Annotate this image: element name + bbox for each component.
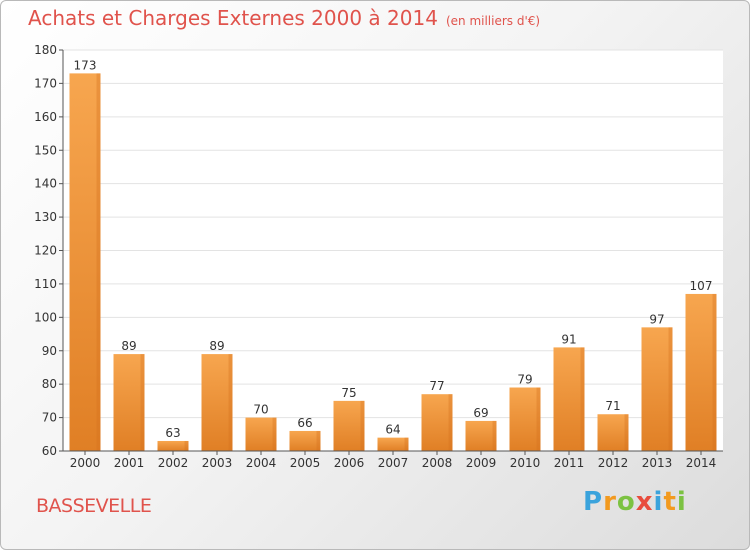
x-tick-label-2002: 2002 — [158, 456, 189, 470]
value-label-2006: 75 — [341, 386, 356, 400]
chart-title: Achats et Charges Externes 2000 à 2014 — [28, 6, 438, 30]
bar-2007 — [377, 437, 409, 451]
chart-title-group: Achats et Charges Externes 2000 à 2014 (e… — [28, 6, 540, 30]
bar-shade — [140, 354, 145, 451]
value-label-2004: 70 — [253, 403, 268, 417]
bar-2013 — [641, 327, 673, 451]
x-tick-label-2004: 2004 — [246, 456, 277, 470]
bar-2006 — [333, 400, 365, 451]
x-tick-label-2000: 2000 — [70, 456, 101, 470]
y-tick-label: 60 — [42, 444, 57, 458]
bar-2012 — [597, 414, 629, 451]
bar-shade — [360, 400, 365, 451]
y-tick-label: 180 — [34, 43, 57, 57]
bar-shade — [96, 73, 101, 452]
x-tick-label-2007: 2007 — [378, 456, 409, 470]
bar-shade — [668, 327, 673, 451]
x-tick-label-2012: 2012 — [598, 456, 629, 470]
logo-letter: t — [663, 487, 677, 517]
y-tick-label: 100 — [34, 310, 57, 324]
value-label-2003: 89 — [209, 339, 224, 353]
y-tick-label: 120 — [34, 244, 57, 258]
bar-2008 — [421, 394, 453, 451]
x-tick-label-2001: 2001 — [114, 456, 145, 470]
logo-letter: i — [676, 487, 687, 517]
y-tick-label: 160 — [34, 110, 57, 124]
bar-shade — [404, 437, 409, 451]
x-tick-label-2006: 2006 — [334, 456, 365, 470]
bar-2002 — [157, 440, 189, 451]
logo-letter: o — [616, 487, 636, 517]
proxiti-logo: Proxiti — [583, 487, 687, 517]
bar-2010 — [509, 387, 541, 451]
y-tick-label: 150 — [34, 143, 57, 157]
bar-shade — [448, 394, 453, 451]
commune-name: BASSEVELLE — [36, 495, 152, 517]
bar-shade — [272, 417, 277, 451]
value-label-2002: 63 — [165, 426, 180, 440]
value-label-2012: 71 — [605, 399, 620, 413]
x-tick-label-2014: 2014 — [686, 456, 717, 470]
x-tick-label-2005: 2005 — [290, 456, 321, 470]
value-label-2007: 64 — [385, 423, 400, 437]
bar-shade — [536, 387, 541, 451]
value-label-2009: 69 — [473, 406, 488, 420]
bar-shade — [228, 354, 233, 451]
value-label-2000: 173 — [74, 58, 97, 72]
y-tick-label: 80 — [42, 377, 57, 391]
bar-2000 — [69, 73, 101, 452]
x-tick-label-2009: 2009 — [466, 456, 497, 470]
value-label-2013: 97 — [649, 312, 664, 326]
bar-2009 — [465, 420, 497, 451]
bar-shade — [580, 347, 585, 451]
x-tick-label-2013: 2013 — [642, 456, 673, 470]
logo-letter: x — [635, 487, 654, 517]
chart-subtitle: (en milliers d'€) — [445, 14, 541, 28]
value-label-2001: 89 — [121, 339, 136, 353]
x-tick-label-2010: 2010 — [510, 456, 541, 470]
logo-letter: i — [653, 487, 664, 517]
bar-shade — [184, 440, 189, 451]
y-tick-label: 170 — [34, 76, 57, 90]
x-tick-label-2011: 2011 — [554, 456, 585, 470]
bar-2014 — [685, 293, 717, 451]
y-tick-label: 140 — [34, 177, 57, 191]
bar-shade — [492, 420, 497, 451]
y-tick-label: 110 — [34, 277, 57, 291]
bar-shade — [712, 293, 717, 451]
logo-letter: P — [583, 487, 604, 517]
x-tick-label-2003: 2003 — [202, 456, 233, 470]
value-label-2010: 79 — [517, 373, 532, 387]
value-label-2008: 77 — [429, 379, 444, 393]
bar-2011 — [553, 347, 585, 451]
bar-2003 — [201, 354, 233, 451]
y-tick-label: 70 — [42, 411, 57, 425]
bar-2005 — [289, 430, 321, 451]
value-label-2011: 91 — [561, 332, 576, 346]
value-label-2014: 107 — [690, 279, 713, 293]
logo-letter: r — [603, 487, 617, 517]
bar-2004 — [245, 417, 277, 451]
bar-2001 — [113, 354, 145, 451]
bar-shade — [624, 414, 629, 451]
value-label-2005: 66 — [297, 416, 312, 430]
y-tick-label: 130 — [34, 210, 57, 224]
x-tick-label-2008: 2008 — [422, 456, 453, 470]
y-tick-label: 90 — [42, 344, 57, 358]
bar-shade — [316, 430, 321, 451]
